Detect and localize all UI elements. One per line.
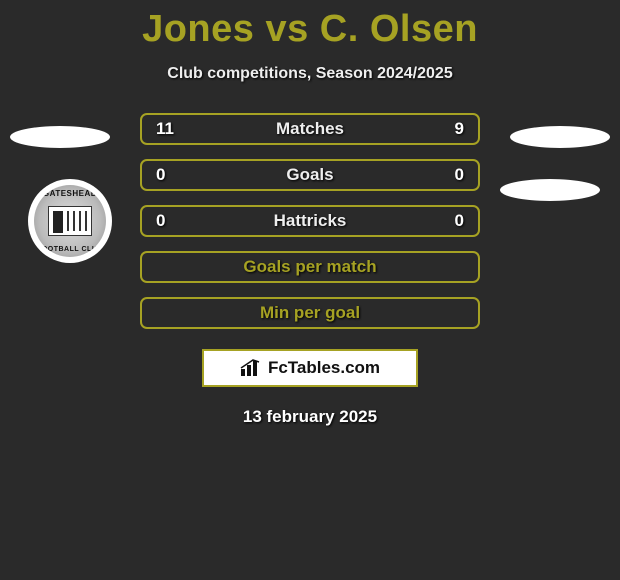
- page-title: Jones vs C. Olsen: [0, 0, 620, 51]
- stat-row-min-per-goal: Min per goal: [140, 297, 480, 329]
- date-text: 13 february 2025: [0, 407, 620, 427]
- subtitle: Club competitions, Season 2024/2025: [0, 65, 620, 83]
- player-left-marker: [10, 126, 110, 148]
- stat-label: Min per goal: [260, 303, 360, 323]
- stat-row-hattricks: 0 Hattricks 0: [140, 205, 480, 237]
- badge-bottom-text: FOOTBALL CLUB: [34, 246, 106, 253]
- stat-label: Hattricks: [142, 211, 478, 231]
- club-right-marker: [500, 179, 600, 201]
- badge-graphic: [48, 206, 92, 236]
- brand-box[interactable]: FcTables.com: [202, 349, 418, 387]
- stat-row-goals: 0 Goals 0: [140, 159, 480, 191]
- stat-row-matches: 11 Matches 9: [140, 113, 480, 145]
- stat-label: Goals: [142, 165, 478, 185]
- stat-row-goals-per-match: Goals per match: [140, 251, 480, 283]
- stat-label: Goals per match: [243, 257, 376, 277]
- brand-text: FcTables.com: [268, 358, 380, 378]
- stat-label: Matches: [142, 119, 478, 139]
- player-right-marker: [510, 126, 610, 148]
- badge-top-text: GATESHEAD: [34, 189, 106, 198]
- club-badge-left: GATESHEAD FOOTBALL CLUB: [28, 179, 112, 263]
- chart-icon: [240, 359, 262, 377]
